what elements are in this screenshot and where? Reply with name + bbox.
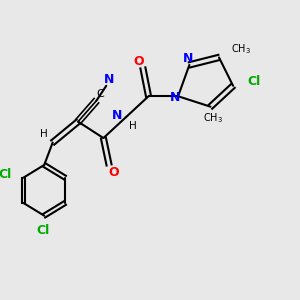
Text: O: O: [133, 55, 144, 68]
Text: H: H: [40, 129, 48, 139]
Text: N: N: [170, 91, 181, 104]
Text: Cl: Cl: [36, 224, 50, 237]
Text: N: N: [183, 52, 193, 65]
Text: CH$_3$: CH$_3$: [231, 42, 251, 56]
Text: Cl: Cl: [0, 168, 12, 181]
Text: H: H: [129, 121, 137, 131]
Text: CH$_3$: CH$_3$: [203, 111, 223, 125]
Text: N: N: [104, 73, 114, 86]
Text: N: N: [112, 109, 123, 122]
Text: O: O: [108, 166, 119, 179]
Text: Cl: Cl: [247, 75, 260, 88]
Text: C: C: [97, 89, 104, 99]
